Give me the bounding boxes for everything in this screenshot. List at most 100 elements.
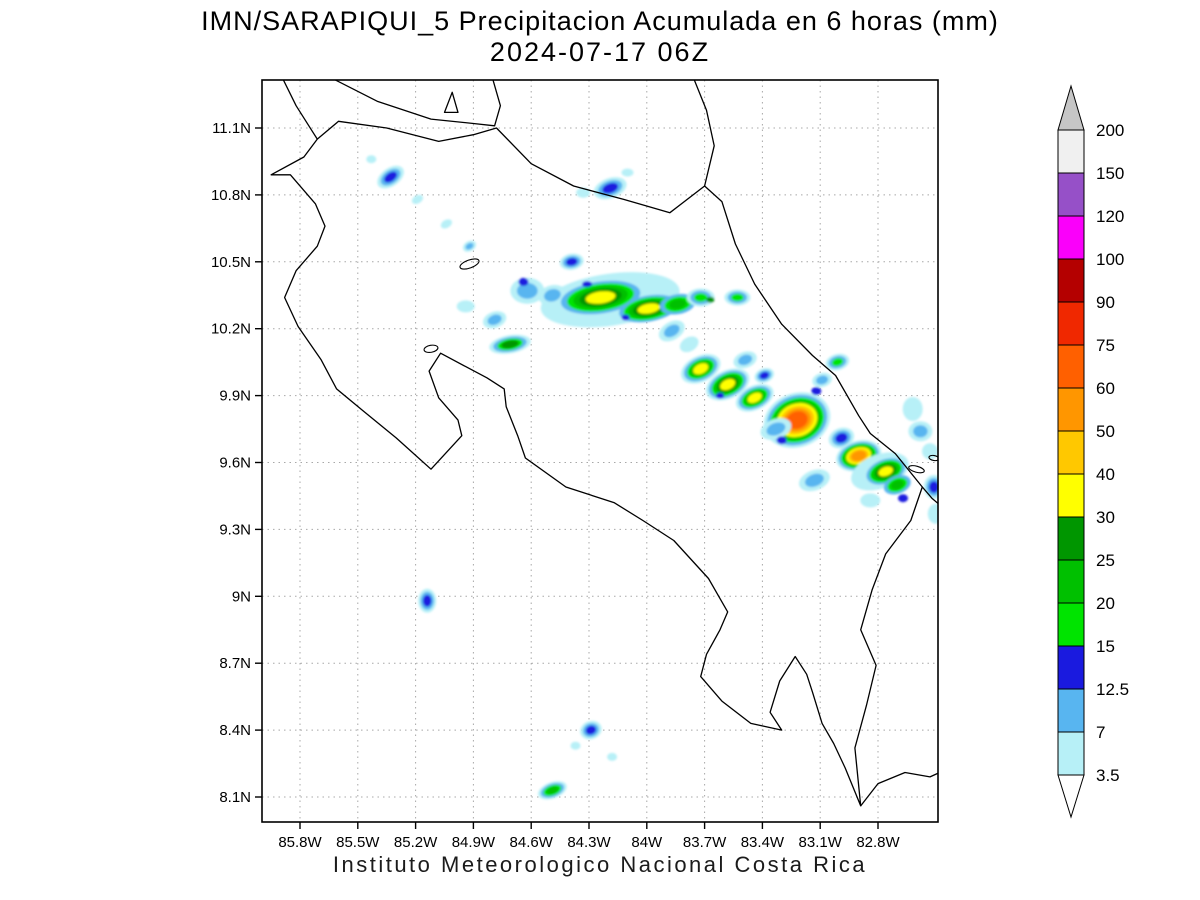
precip-cell — [738, 354, 753, 366]
precip-cell — [811, 387, 822, 396]
colorbar-band — [1057, 473, 1085, 518]
coastline-layer — [270, 80, 938, 807]
precip-cell — [860, 493, 881, 508]
colorbar-label: 90 — [1096, 293, 1115, 312]
colorbar-band — [1057, 430, 1085, 475]
x-axis-tick-label: 83.7W — [683, 834, 727, 851]
precip-cell — [720, 378, 736, 391]
y-axis-tick-label: 8.4N — [219, 722, 251, 739]
precip-cell — [565, 257, 578, 266]
colorbar-label: 20 — [1096, 594, 1115, 613]
precip-cell — [816, 375, 829, 385]
precip-cell — [422, 595, 432, 607]
precip-cell — [694, 293, 708, 302]
x-axis-tick-label: 85.8W — [278, 834, 322, 851]
precip-cell — [786, 411, 808, 429]
precip-cell — [384, 171, 397, 183]
precip-cell — [851, 450, 867, 462]
y-axis-tick-label: 8.7N — [219, 655, 251, 672]
precip-cell — [465, 242, 474, 250]
lake-arenal-outline — [459, 258, 480, 270]
colorbar-arrow-bottom — [1057, 774, 1085, 819]
precip-cell — [585, 725, 597, 735]
coastline-nicaragua-pacific — [282, 80, 318, 140]
precip-cell — [913, 425, 928, 438]
y-axis-tick-label: 10.2N — [211, 321, 251, 338]
y-axis-tick-label: 9.6N — [219, 455, 251, 472]
footer-caption: Instituto Meteorologico Nacional Costa R… — [332, 852, 868, 877]
precip-cell — [607, 752, 618, 761]
coastline-panama-caribbean — [921, 486, 938, 505]
colorbar-label: 12.5 — [1096, 680, 1129, 699]
colorbar-label: 60 — [1096, 379, 1115, 398]
x-axis-tick-label: 85.5W — [336, 834, 380, 851]
coastline-panama-pacific — [860, 771, 938, 807]
colorbar-band — [1057, 645, 1085, 690]
x-axis-tick-label: 84.3W — [567, 834, 611, 851]
precip-cell — [898, 494, 908, 503]
precip-cell — [585, 291, 616, 304]
colorbar-band — [1057, 731, 1085, 776]
bocas-islet-2-outline — [928, 454, 938, 462]
isla-chira-outline — [423, 344, 439, 354]
precip-cell — [518, 277, 529, 286]
precip-cell — [501, 340, 519, 349]
axis-ticks — [255, 127, 879, 829]
colorbar-label: 200 — [1096, 121, 1124, 140]
colorbar-band — [1057, 602, 1085, 647]
precip-cell — [776, 436, 787, 445]
precip-cell — [878, 466, 893, 477]
x-axis-tick-label: 83.1W — [799, 834, 843, 851]
precip-cell — [602, 182, 619, 194]
map-frame — [261, 79, 939, 823]
y-axis-tick-label: 8.1N — [219, 789, 251, 806]
precip-cell — [440, 219, 452, 229]
precip-cell — [663, 324, 680, 338]
precip-cell — [922, 443, 938, 460]
colorbar-label: 40 — [1096, 465, 1115, 484]
x-axis-tick-label: 84.6W — [510, 834, 554, 851]
precip-cell — [804, 473, 824, 487]
precip-cell — [929, 481, 938, 493]
precip-cell — [621, 314, 630, 321]
colorbar-band — [1057, 301, 1085, 346]
colorbar-band — [1057, 516, 1085, 561]
colorbar-label: 25 — [1096, 551, 1115, 570]
precipitation-layer — [366, 155, 938, 800]
precip-cell — [411, 194, 424, 204]
precip-cell — [759, 371, 769, 380]
precip-cell — [669, 299, 687, 310]
y-axis-tick-label: 9N — [232, 588, 251, 605]
precip-cell — [716, 392, 724, 399]
colorbar-label: 150 — [1096, 164, 1124, 183]
coastline-lake-nicaragua — [333, 80, 502, 127]
coastline-nicaragua-caribbean — [693, 80, 715, 187]
colorbar-label: 7 — [1096, 723, 1105, 742]
precip-cell — [546, 786, 559, 795]
precip-cell — [576, 187, 591, 198]
precip-cell — [637, 303, 660, 314]
colorbar-band — [1057, 688, 1085, 733]
colorbar-label: 75 — [1096, 336, 1115, 355]
colorbar-band — [1057, 387, 1085, 432]
colorbar-label: 3.5 — [1096, 766, 1120, 785]
precip-cell — [731, 293, 744, 302]
y-axis-tick-label: 9.9N — [219, 388, 251, 405]
x-axis-tick-label: 84.9W — [452, 834, 496, 851]
coastline-ometepe-island — [443, 91, 459, 114]
chart-subtitle: 2024-07-17 06Z — [489, 37, 711, 67]
coastline-costa-rica — [270, 120, 923, 807]
precip-cell — [747, 392, 762, 403]
precip-cell — [570, 741, 581, 750]
chart-title: IMN/SARAPIQUI_5 Precipitacion Acumulada … — [201, 6, 999, 36]
precip-cell — [766, 422, 786, 436]
precip-cell — [706, 296, 715, 303]
precip-cell — [487, 314, 502, 326]
precip-cell — [582, 281, 593, 288]
title-block: IMN/SARAPIQUI_5 Precipitacion Acumulada … — [0, 6, 1200, 68]
precip-cell — [621, 168, 634, 177]
y-axis-tick-label: 10.5N — [211, 254, 251, 271]
colorbar-arrow-top — [1057, 84, 1085, 131]
colorbar-label: 120 — [1096, 207, 1124, 226]
precip-cell — [516, 282, 538, 299]
